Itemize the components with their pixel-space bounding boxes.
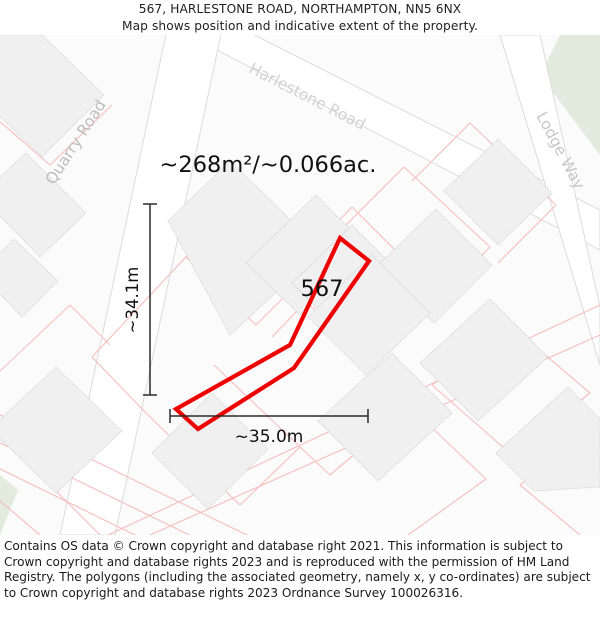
- map-canvas[interactable]: Quarry Road Harlestone Road Lodge Way ~3…: [0, 35, 600, 535]
- plot-number-label: 567: [301, 276, 344, 302]
- map-svg: Quarry Road Harlestone Road Lodge Way ~3…: [0, 35, 600, 535]
- horizontal-dimension-bar: [169, 409, 369, 423]
- property-boundary-polygon: [172, 234, 372, 432]
- page-subtitle: Map shows position and indicative extent…: [121, 19, 479, 33]
- area-label: ~268m²/~0.066ac.: [160, 152, 377, 178]
- buildings: [0, 35, 600, 510]
- green-areas: [0, 35, 600, 535]
- horizontal-dimension-label: ~35.0m: [235, 427, 304, 447]
- vertical-dimension-bar: [143, 203, 157, 396]
- map-header: 567, HARLESTONE ROAD, NORTHAMPTON, NN5 6…: [0, 0, 600, 35]
- vertical-dimension-label: ~34.1m: [123, 267, 142, 334]
- page-title: 567, HARLESTONE ROAD, NORTHAMPTON, NN5 6…: [138, 2, 462, 16]
- map-footer: Contains OS data © Crown copyright and d…: [0, 535, 600, 625]
- copyright-text: Contains OS data © Crown copyright and d…: [4, 539, 591, 600]
